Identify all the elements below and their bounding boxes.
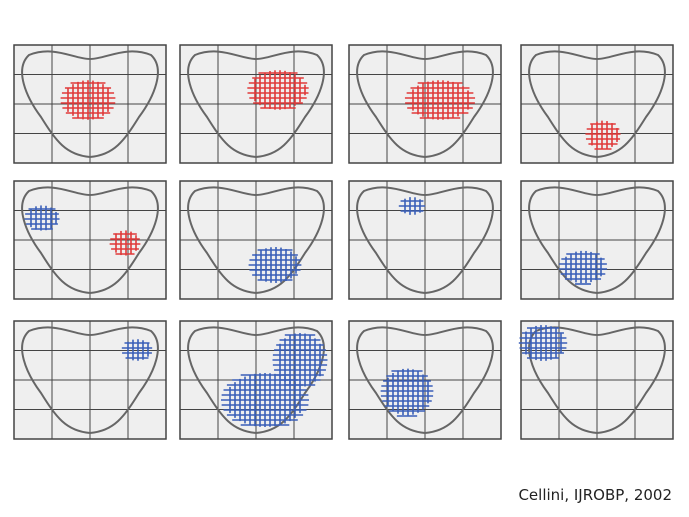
panels bbox=[13, 44, 674, 440]
panel bbox=[348, 180, 502, 300]
dose-region bbox=[60, 80, 116, 120]
organ-outline bbox=[187, 326, 325, 435]
organ-outline bbox=[528, 186, 666, 295]
dose-region bbox=[109, 230, 141, 256]
dose-region bbox=[404, 80, 476, 120]
panel bbox=[348, 320, 502, 440]
panel bbox=[518, 320, 674, 440]
panel bbox=[520, 180, 674, 300]
organ-outline bbox=[187, 50, 325, 159]
organ-outline bbox=[528, 326, 666, 435]
dose-region bbox=[272, 333, 328, 387]
dose-region bbox=[398, 197, 426, 215]
organ-outline bbox=[187, 186, 325, 295]
dose-region bbox=[24, 205, 60, 231]
organ-outline bbox=[21, 186, 159, 295]
organ-outline bbox=[21, 50, 159, 159]
organ-outline bbox=[356, 186, 494, 295]
panel bbox=[13, 44, 167, 164]
organ-outline bbox=[528, 50, 666, 159]
panel bbox=[13, 320, 167, 440]
organ-outline bbox=[356, 50, 494, 159]
panel bbox=[348, 44, 502, 164]
dose-region bbox=[558, 250, 608, 285]
dose-region bbox=[518, 325, 568, 361]
dose-region bbox=[121, 339, 153, 361]
dose-region bbox=[585, 120, 621, 150]
organ-outline bbox=[21, 326, 159, 435]
panel bbox=[179, 320, 333, 440]
panel bbox=[13, 180, 167, 300]
dose-region bbox=[247, 70, 309, 110]
dose-region bbox=[248, 247, 302, 283]
panel bbox=[179, 180, 333, 300]
dose-region bbox=[380, 368, 434, 417]
panel bbox=[520, 44, 674, 164]
caption: Cellini, IJROBP, 2002 bbox=[518, 486, 672, 504]
organ-outline bbox=[356, 326, 494, 435]
panel bbox=[179, 44, 333, 164]
